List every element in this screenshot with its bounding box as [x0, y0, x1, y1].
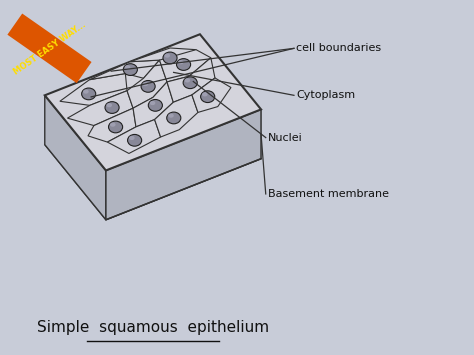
Ellipse shape — [164, 54, 170, 58]
Text: Simple  squamous  epithelium: Simple squamous epithelium — [37, 320, 269, 335]
Ellipse shape — [129, 136, 135, 140]
Polygon shape — [192, 78, 231, 113]
Polygon shape — [127, 60, 167, 108]
Polygon shape — [130, 48, 196, 68]
Polygon shape — [8, 13, 91, 83]
Polygon shape — [45, 95, 106, 220]
Polygon shape — [155, 95, 198, 137]
Ellipse shape — [202, 92, 208, 97]
Ellipse shape — [109, 121, 123, 133]
Polygon shape — [106, 109, 261, 220]
Ellipse shape — [141, 81, 155, 92]
Polygon shape — [159, 50, 211, 82]
Polygon shape — [133, 82, 173, 127]
Polygon shape — [45, 83, 261, 220]
Polygon shape — [90, 60, 159, 80]
Ellipse shape — [105, 102, 119, 113]
Ellipse shape — [82, 88, 96, 100]
Ellipse shape — [150, 101, 155, 105]
Polygon shape — [167, 58, 215, 102]
Polygon shape — [45, 34, 261, 170]
Ellipse shape — [178, 60, 183, 64]
Ellipse shape — [163, 52, 177, 64]
Ellipse shape — [201, 91, 215, 103]
Ellipse shape — [106, 103, 112, 107]
Polygon shape — [60, 73, 127, 105]
Ellipse shape — [184, 78, 190, 82]
Ellipse shape — [183, 77, 197, 89]
Ellipse shape — [125, 65, 130, 69]
Ellipse shape — [123, 64, 137, 76]
Text: Nuclei: Nuclei — [268, 132, 303, 143]
Ellipse shape — [168, 114, 174, 118]
Polygon shape — [108, 120, 161, 153]
Ellipse shape — [148, 99, 163, 111]
Text: MOST EASY WAY...: MOST EASY WAY... — [12, 20, 87, 77]
Ellipse shape — [167, 112, 181, 124]
Text: Basement membrane: Basement membrane — [268, 189, 389, 199]
Text: cell boundaries: cell boundaries — [296, 43, 382, 53]
Ellipse shape — [110, 122, 116, 127]
Ellipse shape — [176, 59, 191, 70]
Ellipse shape — [83, 89, 89, 94]
Ellipse shape — [128, 135, 142, 146]
Polygon shape — [88, 108, 136, 142]
Text: Cytoplasm: Cytoplasm — [296, 90, 356, 100]
Polygon shape — [67, 91, 133, 126]
Ellipse shape — [143, 82, 148, 86]
